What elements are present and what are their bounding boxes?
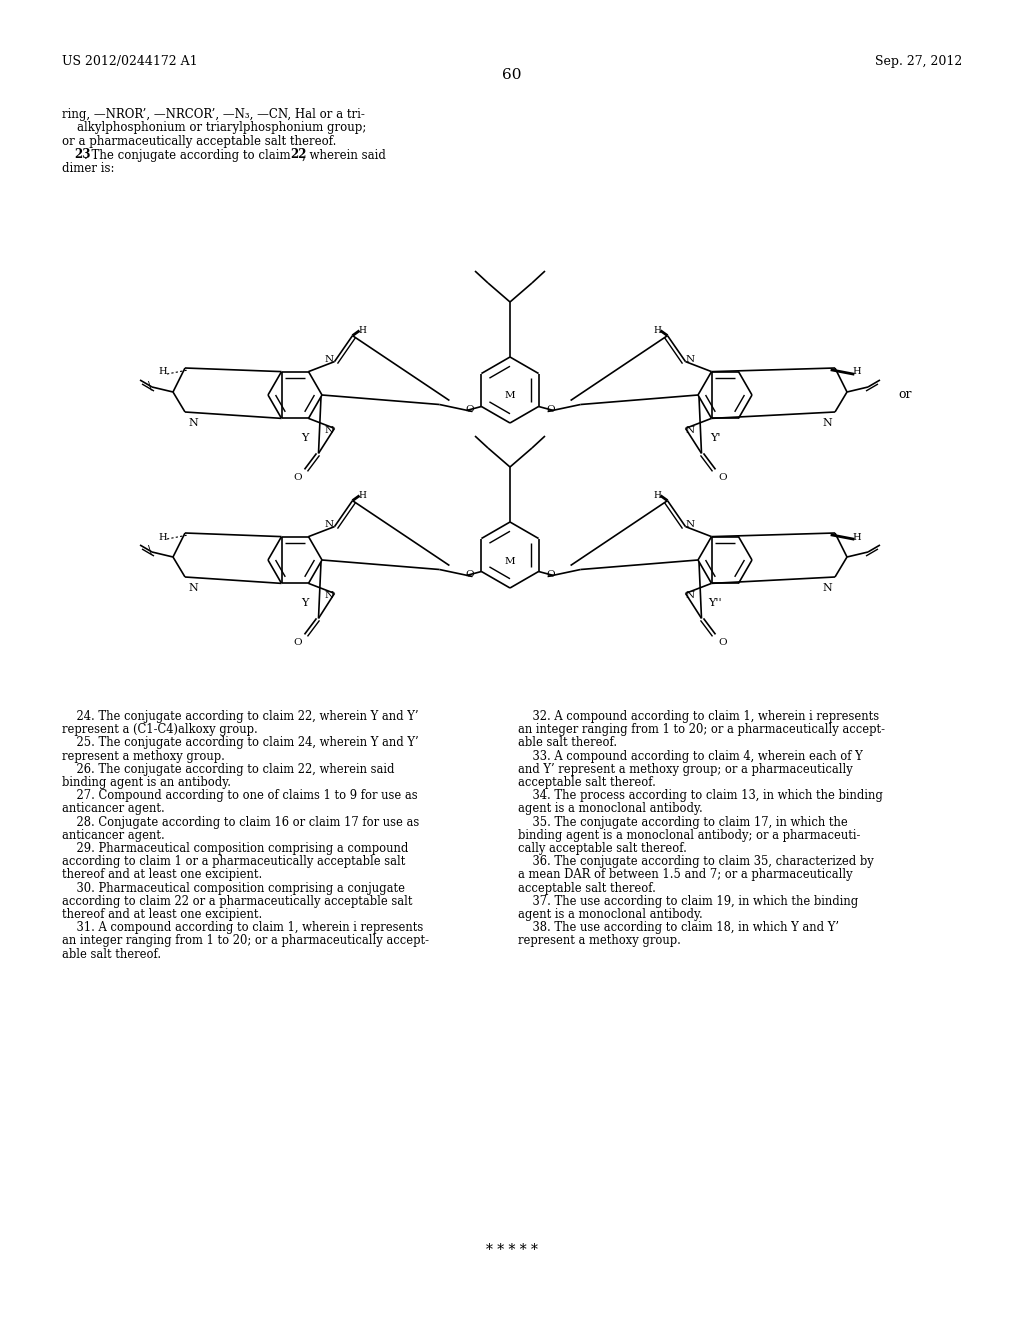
Text: H: H xyxy=(853,532,861,541)
Text: M: M xyxy=(505,557,515,565)
Text: N: N xyxy=(686,426,695,434)
Text: binding agent is a monoclonal antibody; or a pharmaceuti-: binding agent is a monoclonal antibody; … xyxy=(518,829,860,842)
Text: O: O xyxy=(465,570,474,579)
Text: 28. Conjugate according to claim 16 or claim 17 for use as: 28. Conjugate according to claim 16 or c… xyxy=(62,816,419,829)
Text: , wherein said: , wherein said xyxy=(302,149,386,161)
Text: an integer ranging from 1 to 20; or a pharmaceutically accept-: an integer ranging from 1 to 20; or a ph… xyxy=(518,723,885,737)
Text: 30. Pharmaceutical composition comprising a conjugate: 30. Pharmaceutical composition comprisin… xyxy=(62,882,406,895)
Text: N: N xyxy=(822,418,831,428)
Text: 33. A compound according to claim 4, wherein each of Y: 33. A compound according to claim 4, whe… xyxy=(518,750,863,763)
Text: 38. The use according to claim 18, in which Y and Y’: 38. The use according to claim 18, in wh… xyxy=(518,921,839,935)
Text: anticancer agent.: anticancer agent. xyxy=(62,829,165,842)
Text: an integer ranging from 1 to 20; or a pharmaceutically accept-: an integer ranging from 1 to 20; or a ph… xyxy=(62,935,429,948)
Text: N: N xyxy=(325,426,334,434)
Text: or a pharmaceutically acceptable salt thereof.: or a pharmaceutically acceptable salt th… xyxy=(62,135,336,148)
Text: represent a methoxy group.: represent a methoxy group. xyxy=(62,750,225,763)
Text: able salt thereof.: able salt thereof. xyxy=(518,737,617,750)
Text: N: N xyxy=(188,583,198,593)
Text: * * * * *: * * * * * xyxy=(486,1243,538,1257)
Text: 25. The conjugate according to claim 24, wherein Y and Y’: 25. The conjugate according to claim 24,… xyxy=(62,737,419,750)
Text: thereof and at least one excipient.: thereof and at least one excipient. xyxy=(62,908,262,921)
Text: H: H xyxy=(358,326,367,335)
Text: represent a (C1-C4)alkoxy group.: represent a (C1-C4)alkoxy group. xyxy=(62,723,258,737)
Text: 60: 60 xyxy=(502,69,522,82)
Text: acceptable salt thereof.: acceptable salt thereof. xyxy=(518,776,656,789)
Text: thereof and at least one excipient.: thereof and at least one excipient. xyxy=(62,869,262,882)
Text: H: H xyxy=(159,532,167,541)
Text: N: N xyxy=(188,418,198,428)
Text: H: H xyxy=(853,367,861,376)
Text: Y: Y xyxy=(301,598,308,609)
Text: 24. The conjugate according to claim 22, wherein Y and Y’: 24. The conjugate according to claim 22,… xyxy=(62,710,419,723)
Text: according to claim 22 or a pharmaceutically acceptable salt: according to claim 22 or a pharmaceutica… xyxy=(62,895,413,908)
Text: M: M xyxy=(505,392,515,400)
Text: 23: 23 xyxy=(74,149,90,161)
Text: and Y’ represent a methoxy group; or a pharmaceutically: and Y’ represent a methoxy group; or a p… xyxy=(518,763,853,776)
Text: 29. Pharmaceutical composition comprising a compound: 29. Pharmaceutical composition comprisin… xyxy=(62,842,409,855)
Text: N: N xyxy=(686,355,695,364)
Text: \: \ xyxy=(148,545,152,554)
Text: US 2012/0244172 A1: US 2012/0244172 A1 xyxy=(62,55,198,69)
Text: N: N xyxy=(686,520,695,529)
Text: O: O xyxy=(465,405,474,414)
Text: represent a methoxy group.: represent a methoxy group. xyxy=(518,935,681,948)
Text: H: H xyxy=(159,367,167,376)
Text: Sep. 27, 2012: Sep. 27, 2012 xyxy=(874,55,962,69)
Text: 26. The conjugate according to claim 22, wherein said: 26. The conjugate according to claim 22,… xyxy=(62,763,394,776)
Text: cally acceptable salt thereof.: cally acceptable salt thereof. xyxy=(518,842,687,855)
Text: anticancer agent.: anticancer agent. xyxy=(62,803,165,816)
Text: N: N xyxy=(822,583,831,593)
Text: 31. A compound according to claim 1, wherein i represents: 31. A compound according to claim 1, whe… xyxy=(62,921,423,935)
Text: Y: Y xyxy=(301,433,308,444)
Text: H: H xyxy=(653,491,662,500)
Text: binding agent is an antibody.: binding agent is an antibody. xyxy=(62,776,231,789)
Text: able salt thereof.: able salt thereof. xyxy=(62,948,161,961)
Text: according to claim 1 or a pharmaceutically acceptable salt: according to claim 1 or a pharmaceutical… xyxy=(62,855,406,869)
Text: O: O xyxy=(546,570,555,579)
Text: O: O xyxy=(293,473,302,482)
Text: Y'': Y'' xyxy=(709,598,722,609)
Text: a mean DAR of between 1.5 and 7; or a pharmaceutically: a mean DAR of between 1.5 and 7; or a ph… xyxy=(518,869,853,882)
Text: . The conjugate according to claim: . The conjugate according to claim xyxy=(84,149,294,161)
Text: 34. The process according to claim 13, in which the binding: 34. The process according to claim 13, i… xyxy=(518,789,883,803)
Text: O: O xyxy=(293,638,302,647)
Text: agent is a monoclonal antibody.: agent is a monoclonal antibody. xyxy=(518,803,702,816)
Text: N: N xyxy=(325,355,334,364)
Text: N: N xyxy=(686,591,695,599)
Text: 32. A compound according to claim 1, wherein i represents: 32. A compound according to claim 1, whe… xyxy=(518,710,880,723)
Text: 27. Compound according to one of claims 1 to 9 for use as: 27. Compound according to one of claims … xyxy=(62,789,418,803)
Text: H: H xyxy=(653,326,662,335)
Text: 37. The use according to claim 19, in which the binding: 37. The use according to claim 19, in wh… xyxy=(518,895,858,908)
Text: 36. The conjugate according to claim 35, characterized by: 36. The conjugate according to claim 35,… xyxy=(518,855,873,869)
Text: alkylphosphonium or triarylphosphonium group;: alkylphosphonium or triarylphosphonium g… xyxy=(62,121,367,135)
Text: O: O xyxy=(718,638,727,647)
Text: ring, —NROR’, —NRCOR’, —N₃, —CN, Hal or a tri-: ring, —NROR’, —NRCOR’, —N₃, —CN, Hal or … xyxy=(62,108,365,121)
Text: 22: 22 xyxy=(290,149,306,161)
Text: O: O xyxy=(546,405,555,414)
Text: N: N xyxy=(325,520,334,529)
Text: acceptable salt thereof.: acceptable salt thereof. xyxy=(518,882,656,895)
Text: 35. The conjugate according to claim 17, in which the: 35. The conjugate according to claim 17,… xyxy=(518,816,848,829)
Text: H: H xyxy=(358,491,367,500)
Text: agent is a monoclonal antibody.: agent is a monoclonal antibody. xyxy=(518,908,702,921)
Text: dimer is:: dimer is: xyxy=(62,162,115,176)
Text: O: O xyxy=(718,473,727,482)
Text: Y': Y' xyxy=(710,433,720,444)
Text: or: or xyxy=(898,388,911,401)
Text: \: \ xyxy=(148,380,152,389)
Text: N: N xyxy=(325,591,334,599)
